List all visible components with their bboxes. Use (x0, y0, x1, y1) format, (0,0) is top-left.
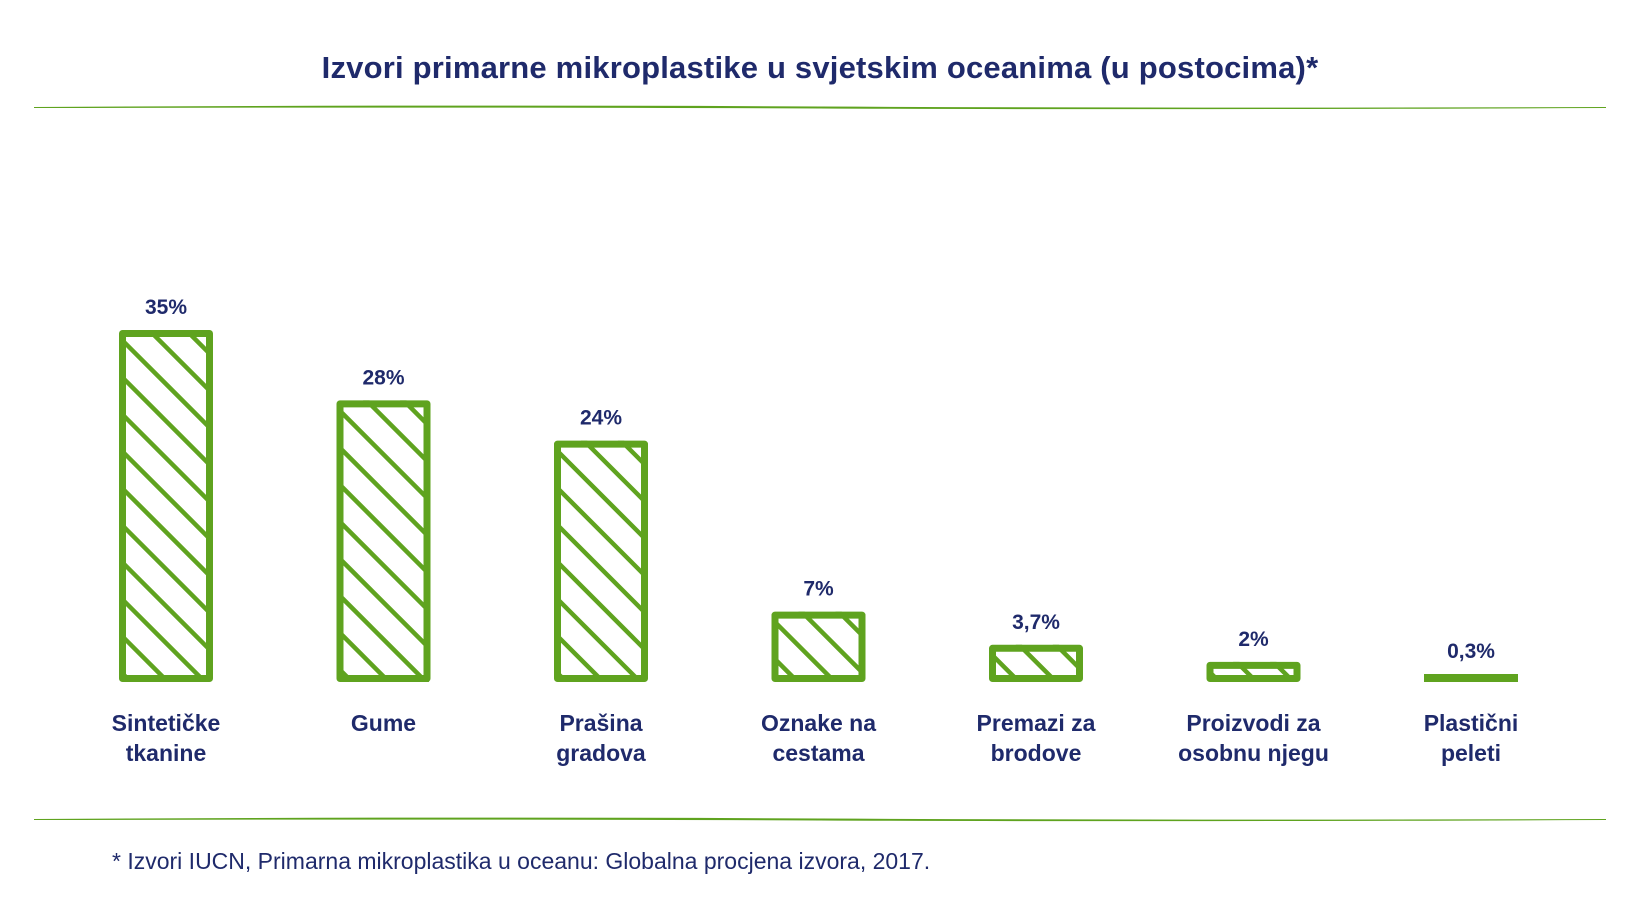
category-label-7: Plastični peleti (1424, 710, 1519, 766)
value-label-1: 35% (145, 296, 187, 319)
category-label-5: Premazi za brodove (977, 710, 1096, 766)
bottom-divider (34, 817, 1606, 822)
bar-2 (336, 400, 431, 682)
category-label-4: Oznake na cestama (761, 710, 876, 766)
top-divider (34, 105, 1606, 110)
bar-6 (1206, 661, 1301, 683)
value-label-2: 28% (362, 366, 404, 389)
category-label-6: Proizvodi za osobnu njegu (1178, 710, 1329, 766)
bar-3 (554, 440, 648, 682)
category-label-1: Sintetičke tkanine (112, 710, 221, 766)
value-label-4: 7% (803, 578, 834, 601)
value-label-5: 3,7% (1012, 611, 1060, 634)
source-footnote: * Izvori IUCN, Primarna mikroplastika u … (112, 848, 931, 874)
bar-1 (119, 330, 213, 682)
value-label-3: 24% (580, 407, 622, 430)
bar-4 (771, 611, 866, 682)
category-label-2: Gume (351, 710, 416, 736)
bar-5 (989, 644, 1083, 683)
value-label-6: 2% (1238, 628, 1269, 651)
chart-title: Izvori primarne mikroplastike u svjetski… (321, 50, 1319, 85)
value-label-7: 0,3% (1447, 640, 1495, 663)
category-label-3: Prašina gradova (556, 710, 646, 766)
bar-7 (1424, 674, 1518, 682)
